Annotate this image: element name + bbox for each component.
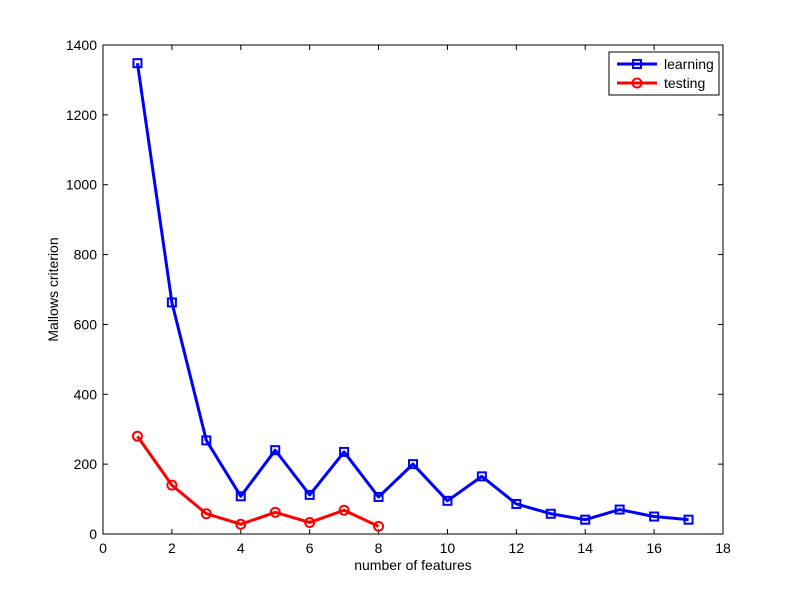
x-tick-label: 10 — [440, 540, 456, 556]
y-tick-label: 1400 — [66, 37, 97, 53]
y-tick-label: 1000 — [66, 177, 97, 193]
legend-marker-testing — [631, 77, 643, 89]
y-tick-label: 800 — [74, 247, 98, 263]
plot-frame — [102, 44, 724, 535]
x-tick-label: 8 — [375, 540, 383, 556]
y-tick-label: 600 — [74, 316, 98, 332]
data-point-learning — [339, 446, 350, 457]
plot-area: 0 2 4 6 8 10 12 14 16 18 0 200 400 600 800 1000 1200 1400 — [66, 37, 731, 556]
x-tick-label: 12 — [509, 540, 525, 556]
x-axis-label: number of features — [354, 557, 472, 573]
legend-label-learning: learning — [664, 56, 714, 72]
data-point-learning — [511, 498, 522, 509]
data-point-learning — [304, 489, 315, 500]
data-point-learning — [373, 491, 384, 502]
series-learning — [132, 58, 694, 525]
y-tick-label: 400 — [74, 386, 98, 402]
data-point-learning — [442, 495, 453, 506]
data-point-learning — [649, 511, 660, 522]
data-point-testing — [131, 430, 143, 442]
data-point-learning — [132, 58, 143, 69]
legend-marker-learning — [632, 59, 642, 69]
y-tick-label: 0 — [89, 526, 97, 542]
data-point-learning — [408, 459, 418, 470]
x-tick-label: 0 — [99, 540, 107, 556]
data-point-learning — [201, 435, 212, 446]
axis-ticks: 0 2 4 6 8 10 12 14 16 18 0 200 400 600 800 1000 1200 1400 — [66, 37, 731, 556]
data-point-learning — [166, 297, 177, 308]
data-point-testing — [235, 518, 247, 530]
x-tick-label: 16 — [646, 540, 662, 556]
data-point-testing — [166, 479, 178, 491]
x-tick-label: 18 — [715, 540, 731, 556]
data-point-testing — [373, 520, 385, 532]
series-line-testing — [136, 435, 380, 528]
series-layer — [131, 58, 694, 532]
legend-box — [608, 51, 720, 96]
data-point-testing — [338, 504, 350, 516]
data-point-testing — [304, 516, 316, 528]
legend: learning testing — [608, 51, 720, 96]
data-point-learning — [580, 514, 591, 525]
data-point-learning — [545, 508, 556, 519]
x-tick-label: 14 — [577, 540, 593, 556]
y-axis-label: Mallows criterion — [45, 237, 61, 341]
y-tick-label: 1200 — [66, 107, 97, 123]
data-point-testing — [269, 506, 281, 518]
x-tick-label: 6 — [306, 540, 314, 556]
x-tick-label: 4 — [237, 540, 245, 556]
legend-label-testing: testing — [664, 75, 705, 91]
y-tick-label: 200 — [74, 456, 98, 472]
series-testing — [131, 430, 385, 532]
data-point-learning — [476, 471, 487, 482]
data-point-learning — [235, 491, 246, 502]
data-point-testing — [200, 508, 212, 520]
series-line-learning — [135, 62, 689, 522]
x-tick-label: 2 — [168, 540, 176, 556]
data-point-learning — [683, 514, 694, 525]
data-point-learning — [270, 445, 281, 456]
data-point-learning — [614, 504, 625, 515]
